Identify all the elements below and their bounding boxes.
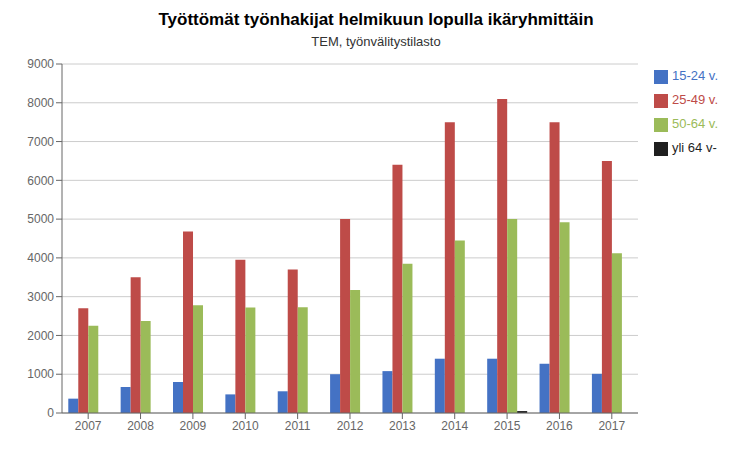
svg-text:2012: 2012 (337, 419, 364, 433)
svg-text:2010: 2010 (232, 419, 259, 433)
html-text:Työttömät työnhakijat helmikuu: Työttömät työnhakijat helmikuun lopulla … (158, 10, 594, 29)
svg-text:6000: 6000 (27, 174, 54, 188)
svg-text:2009: 2009 (180, 419, 207, 433)
svg-text:2015: 2015 (494, 419, 521, 433)
html-text:25-49 v.: 25-49 v. (672, 92, 718, 107)
svg-text:2016: 2016 (546, 419, 573, 433)
svg-text:4000: 4000 (27, 251, 54, 265)
svg-text:2017: 2017 (598, 419, 625, 433)
svg-text:2014: 2014 (441, 419, 468, 433)
svg-text:0: 0 (47, 406, 54, 420)
svg-text:2013: 2013 (389, 419, 416, 433)
svg-text:5000: 5000 (27, 212, 54, 226)
html-text:50-64 v.: 50-64 v. (672, 116, 718, 131)
svg-text:2008: 2008 (127, 419, 154, 433)
html-text:15-24 v.: 15-24 v. (672, 68, 718, 83)
html-text:TEM, työnvälitystilasto: TEM, työnvälitystilasto (311, 34, 441, 49)
svg-text:9000: 9000 (27, 57, 54, 71)
svg-text:2011: 2011 (285, 419, 311, 433)
svg-text:1000: 1000 (27, 367, 54, 381)
svg-text:7000: 7000 (27, 135, 54, 149)
svg-text:8000: 8000 (27, 96, 54, 110)
svg-text:3000: 3000 (27, 290, 54, 304)
html-text:yli 64 v-: yli 64 v- (672, 140, 717, 155)
svg-text:2007: 2007 (75, 419, 102, 433)
svg-text:2000: 2000 (27, 329, 54, 343)
